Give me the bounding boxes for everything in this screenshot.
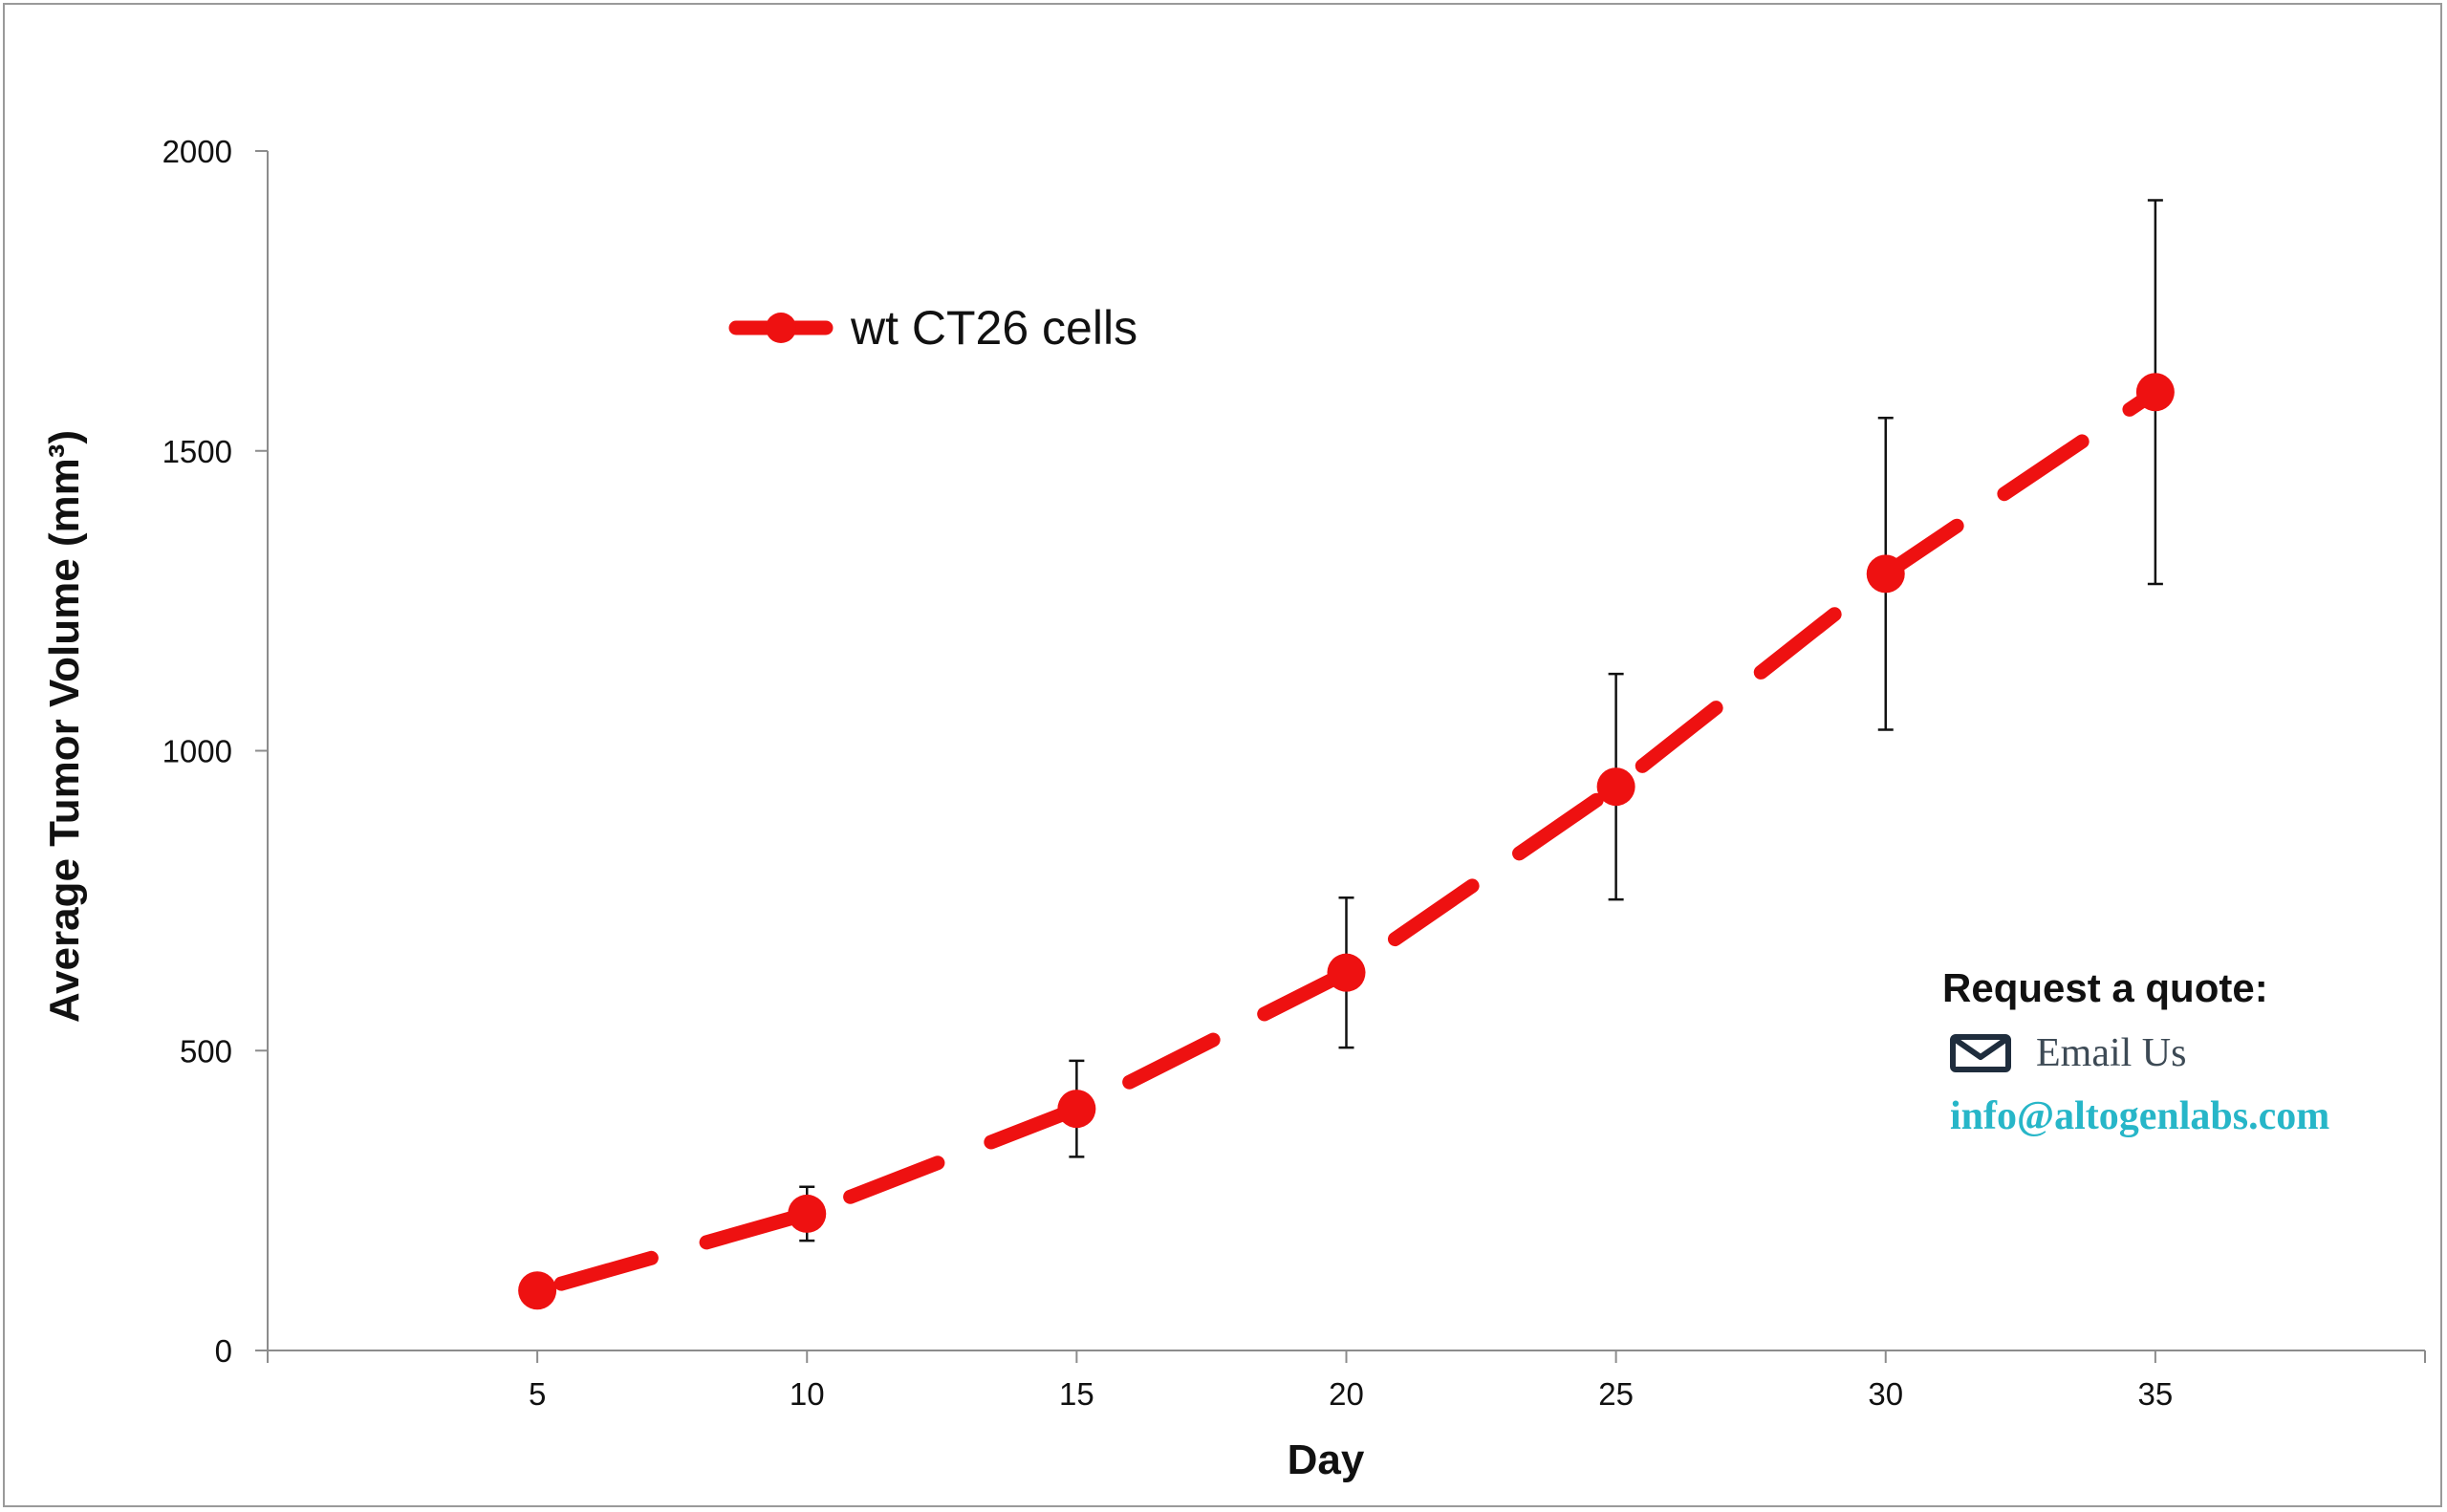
axes: 0 500 1000 1500 2000 5 10 15 20 25 30 35 — [162, 134, 2426, 1412]
y-tick-label: 1000 — [162, 734, 232, 769]
x-tick-label: 20 — [1329, 1376, 1364, 1412]
data-point — [2135, 373, 2175, 412]
data-point — [1866, 554, 1905, 594]
x-tick-label: 25 — [1598, 1376, 1634, 1412]
data-point — [1596, 767, 1635, 807]
series-line — [530, 384, 2163, 1298]
quote-panel: Request a quote: Email Us info@altogenla… — [1940, 965, 2418, 1139]
x-tick-label: 10 — [790, 1376, 825, 1412]
data-point — [788, 1194, 827, 1233]
y-tick-label: 2000 — [162, 134, 232, 169]
y-tick-label: 1500 — [162, 434, 232, 469]
email-address-link[interactable]: info@altogenlabs.com — [1950, 1094, 2330, 1138]
x-tick-label: 5 — [529, 1376, 546, 1412]
data-point — [518, 1271, 557, 1310]
chart-frame — [3, 3, 2442, 1507]
y-tick-label: 0 — [215, 1333, 232, 1369]
data-point — [1327, 953, 1366, 992]
series-group — [518, 373, 2175, 1310]
x-axis-title: Day — [1288, 1436, 1365, 1483]
x-tick-label: 30 — [1868, 1376, 1903, 1412]
email-us-label[interactable]: Email Us — [2036, 1031, 2187, 1075]
y-axis-title: Average Tumor Volume (mm³) — [41, 430, 88, 1023]
quote-heading: Request a quote: — [1942, 965, 2268, 1010]
legend-marker-swatch — [766, 313, 796, 343]
data-point — [1057, 1090, 1096, 1129]
legend-label: wt CT26 cells — [850, 301, 1137, 355]
y-tick-label: 500 — [180, 1033, 232, 1069]
legend: wt CT26 cells — [728, 301, 1137, 355]
x-tick-label: 35 — [2138, 1376, 2174, 1412]
email-us-link[interactable]: Email Us — [1950, 1030, 2418, 1076]
x-tick-label: 15 — [1059, 1376, 1094, 1412]
envelope-icon — [1950, 1034, 2011, 1072]
